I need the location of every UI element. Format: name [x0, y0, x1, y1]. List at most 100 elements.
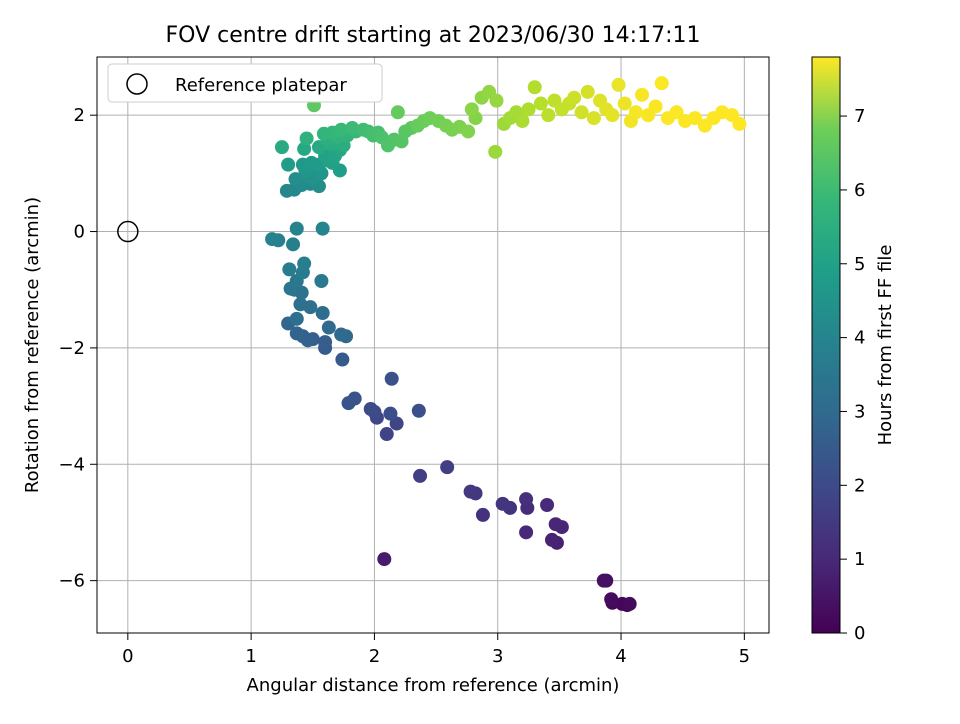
data-point: [289, 311, 304, 326]
data-point: [288, 172, 303, 187]
data-point: [654, 76, 669, 91]
data-point: [648, 99, 663, 114]
data-point: [519, 525, 534, 540]
data-point: [464, 102, 479, 117]
data-point: [282, 262, 297, 277]
data-point: [293, 297, 308, 312]
data-point: [297, 256, 312, 271]
colorbar-tick-label: 1: [854, 549, 865, 570]
data-point: [315, 306, 330, 320]
data-point: [379, 427, 394, 442]
data-point: [463, 484, 478, 499]
data-point: [318, 335, 333, 350]
data-point: [341, 396, 356, 411]
data-point: [345, 120, 360, 135]
data-point: [383, 406, 398, 421]
data-point: [605, 108, 620, 123]
x-tick-label: 4: [615, 646, 626, 667]
data-points: [265, 76, 747, 613]
legend-marker: [126, 73, 148, 95]
x-tick-label: 2: [369, 646, 380, 667]
colorbar-label: Hours from first FF file: [875, 245, 896, 446]
data-point: [297, 141, 312, 156]
data-point: [289, 221, 304, 236]
data-point: [377, 552, 392, 567]
colorbar-tick-label: 3: [854, 401, 865, 422]
data-point: [521, 102, 536, 117]
chart-title: FOV centre drift starting at 2023/06/30 …: [166, 23, 701, 48]
data-point: [274, 140, 289, 155]
data-point: [440, 460, 455, 475]
reference-point: [117, 220, 139, 243]
data-point: [363, 402, 378, 416]
data-point: [574, 105, 589, 120]
colorbar-tick-label: 7: [854, 106, 865, 127]
y-tick-label: −6: [58, 571, 85, 592]
data-point: [281, 157, 296, 172]
data-point: [286, 237, 301, 252]
legend-label: Reference platepar: [175, 75, 347, 96]
data-point: [335, 352, 350, 367]
data-point: [488, 144, 503, 159]
data-point: [299, 131, 314, 146]
data-point: [634, 87, 649, 102]
y-tick-label: 0: [74, 222, 85, 243]
data-point: [544, 532, 559, 547]
data-point: [475, 507, 490, 522]
colorbar: [811, 56, 841, 634]
colorbar-tick-label: 4: [854, 328, 865, 349]
y-tick-label: −2: [58, 338, 85, 359]
data-point: [628, 105, 643, 120]
data-point: [527, 80, 542, 95]
x-axis-ticks: 0 1 2 3 4 5: [122, 633, 750, 667]
colorbar-ticks: 0 1 2 3 4 5 6 7: [840, 106, 865, 644]
data-point: [548, 517, 563, 532]
plot-frame: [96, 56, 770, 634]
data-point: [732, 116, 747, 131]
data-point: [586, 111, 601, 126]
data-point: [596, 573, 611, 588]
data-point: [515, 114, 530, 128]
colorbar-tick-label: 6: [854, 180, 865, 201]
data-point: [580, 84, 595, 99]
y-axis-label: Rotation from reference (arcmin): [22, 197, 43, 493]
y-axis-ticks: −6 −4 −2 0 2: [58, 105, 97, 592]
data-point: [315, 221, 330, 236]
colorbar-tick-label: 0: [854, 623, 865, 644]
data-point: [334, 327, 349, 342]
data-point: [314, 274, 329, 288]
data-point: [519, 492, 534, 507]
data-point: [289, 326, 304, 341]
y-tick-label: −4: [58, 454, 85, 475]
data-point: [321, 320, 336, 335]
data-point: [617, 96, 632, 111]
data-point: [489, 93, 504, 108]
data-point: [265, 232, 280, 247]
x-tick-label: 1: [245, 646, 256, 667]
reference-marker: [117, 220, 139, 243]
x-tick-label: 5: [739, 646, 750, 667]
data-point: [384, 371, 399, 386]
data-point: [604, 592, 619, 607]
data-point: [622, 596, 637, 611]
data-point: [413, 468, 428, 483]
x-axis-label: Angular distance from reference (arcmin): [247, 675, 620, 696]
data-point: [334, 122, 349, 137]
x-tick-label: 3: [492, 646, 503, 667]
legend-box: [107, 63, 383, 103]
data-point: [540, 498, 555, 512]
data-point: [461, 124, 476, 139]
data-point: [390, 105, 405, 120]
colorbar-tick-label: 5: [854, 254, 865, 275]
data-point: [688, 111, 703, 126]
data-point: [541, 108, 556, 123]
data-point: [611, 77, 626, 92]
legend: Reference platepar: [107, 63, 383, 103]
data-point: [411, 403, 426, 418]
data-point: [669, 105, 684, 120]
data-point: [567, 90, 582, 105]
colorbar-tick-label: 2: [854, 475, 865, 496]
y-tick-label: 2: [74, 105, 85, 126]
x-tick-label: 0: [122, 646, 133, 667]
